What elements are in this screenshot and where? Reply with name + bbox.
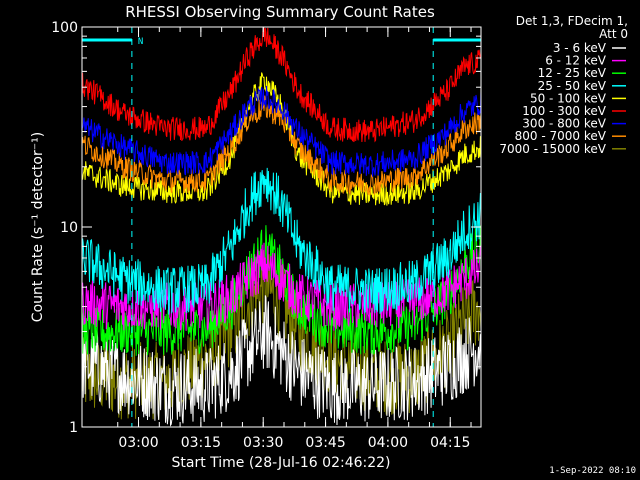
series-line bbox=[81, 295, 482, 427]
axes: 03:00 03:15 03:30 03:45 04:00 04:15 1 10 100 bbox=[51, 20, 481, 451]
legend-entry-label: 25 - 50 keV bbox=[538, 79, 607, 93]
x-tick-label: 03:00 bbox=[118, 435, 158, 451]
legend-header: Det 1,3, FDecim 1, bbox=[516, 14, 628, 28]
series-line bbox=[81, 27, 482, 143]
x-tick-label: 04:00 bbox=[368, 435, 408, 451]
legend-entry-label: 800 - 7000 keV bbox=[515, 129, 607, 143]
series-line bbox=[81, 167, 482, 315]
legend-entry-label: 50 - 100 keV bbox=[530, 91, 607, 105]
footer-date: 1-Sep-2022 08:10 bbox=[549, 466, 636, 476]
legend-entry-label: 300 - 800 keV bbox=[522, 117, 606, 131]
chart-title: RHESSI Observing Summary Count Rates bbox=[125, 3, 435, 21]
legend-entry-label: 12 - 25 keV bbox=[538, 66, 607, 80]
y-tick-label: 10 bbox=[60, 220, 78, 236]
night-marker-label: N bbox=[138, 37, 143, 47]
legend-entry-label: 7000 - 15000 keV bbox=[499, 142, 606, 156]
night-markers: N bbox=[82, 27, 481, 427]
y-axis-label: Count Rate (s⁻¹ detector⁻¹) bbox=[30, 132, 46, 322]
legend-header: Att 0 bbox=[599, 27, 628, 41]
x-tick-label: 03:15 bbox=[181, 435, 221, 451]
series-line bbox=[81, 85, 482, 177]
series-line bbox=[81, 72, 482, 206]
x-tick-label: 03:30 bbox=[243, 435, 283, 451]
x-tick-label: 04:15 bbox=[430, 435, 470, 451]
x-axis-label: Start Time (28-Jul-16 02:46:22) bbox=[171, 455, 390, 471]
x-tick-label: 03:45 bbox=[305, 435, 345, 451]
y-tick-label: 100 bbox=[51, 20, 78, 36]
y-tick-label: 1 bbox=[69, 420, 78, 436]
legend-entry-label: 100 - 300 keV bbox=[522, 104, 606, 118]
legend-entry-label: 6 - 12 keV bbox=[545, 54, 607, 68]
legend-entry-label: 3 - 6 keV bbox=[553, 41, 607, 55]
data-series-layer bbox=[81, 27, 482, 427]
